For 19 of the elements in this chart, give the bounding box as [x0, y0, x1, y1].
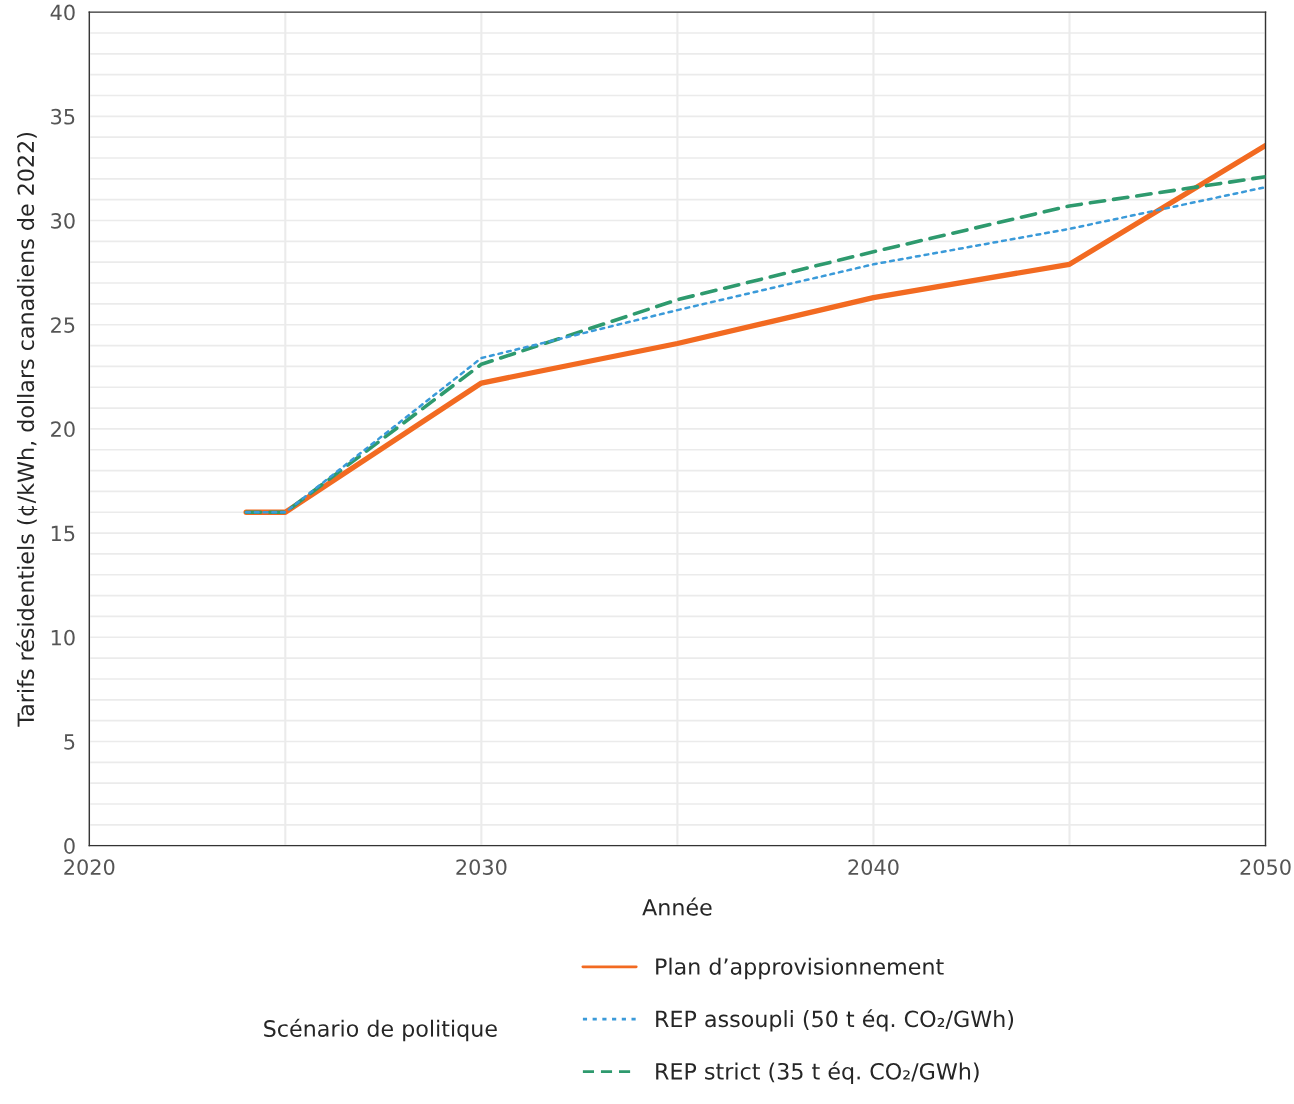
y-tick-label: 35 [51, 108, 75, 125]
x-tick-label: 2050 [1240, 859, 1291, 875]
legend-title: Scénario de politique [264, 1018, 497, 1042]
legend-label: REP strict (35 t éq. CO₂/GWh) [656, 1061, 979, 1084]
x-tick-label: 2020 [64, 859, 115, 875]
legend-label: REP assoupli (50 t éq. CO₂/GWh) [656, 1009, 1014, 1032]
y-tick-label: 40 [50, 4, 75, 21]
x-axis-title: Année [642, 897, 712, 916]
y-axis-title: Tarifs résidentiels (¢/kWh, dollars canadiens de 2022) [16, 132, 38, 727]
y-tick-label: 10 [51, 629, 75, 646]
y-tick-label: 5 [64, 734, 75, 750]
x-tick-label: 2040 [848, 859, 899, 875]
y-tick-label: 30 [51, 212, 75, 229]
x-tick-label: 2030 [456, 859, 507, 875]
y-tick-label: 25 [51, 317, 75, 333]
y-tick-label: 0 [64, 838, 75, 854]
y-tick-label: 20 [51, 421, 75, 438]
y-tick-label: 15 [51, 525, 75, 542]
legend-label: Plan d’approvisionnement [656, 957, 944, 980]
